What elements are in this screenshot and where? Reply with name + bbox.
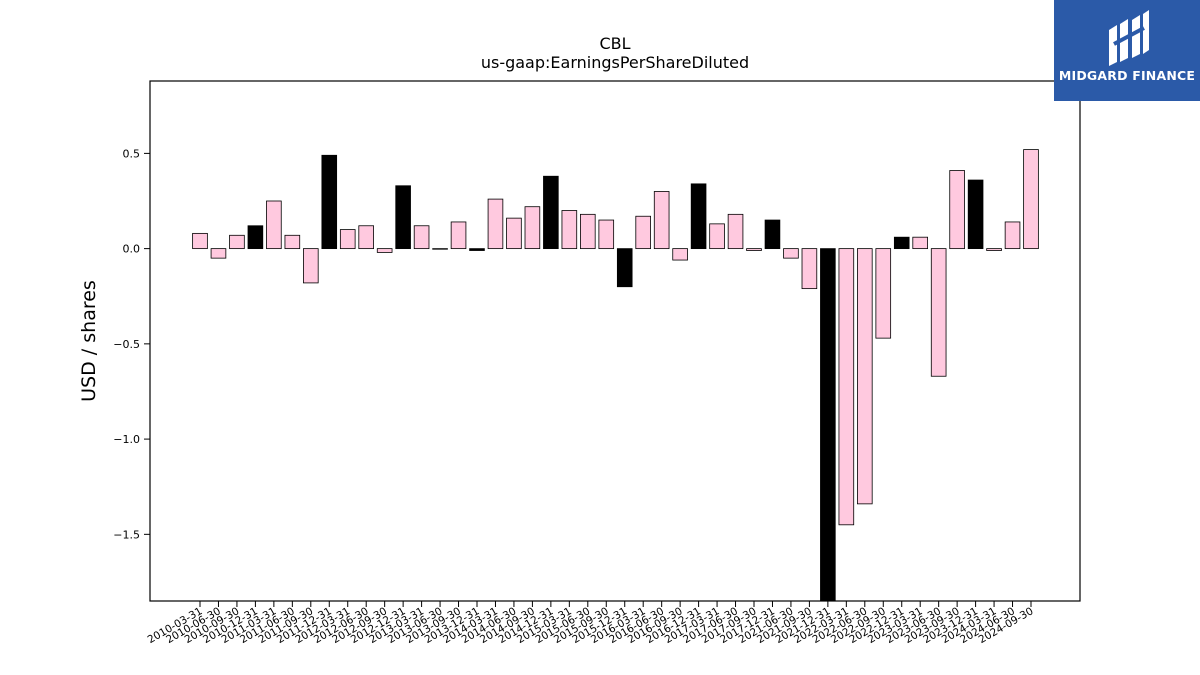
bar-2013-03-31 (413, 225, 430, 250)
chart-title: CBL (599, 34, 630, 53)
bar-2011-06-30 (284, 234, 301, 250)
bar-2021-09-30 (801, 248, 818, 290)
bar-2024-09-30 (1023, 149, 1039, 250)
bar-2012-12-31 (395, 185, 411, 250)
bar-2010-06-30 (210, 248, 227, 259)
plot-frame (149, 80, 1081, 602)
bar-2021-12-31 (820, 248, 836, 602)
y-tick-label: −1.5 (113, 528, 140, 541)
bar-2015-12-31 (616, 248, 633, 288)
bar-2021-06-30 (783, 248, 799, 259)
bar-2011-09-30 (303, 248, 319, 284)
y-ticks-group: 0.5 0.0 −0.5 −1.0 −1.5 (113, 147, 150, 541)
bar-2014-03-31 (487, 198, 504, 250)
bar-2014-09-30 (524, 206, 541, 250)
bar-2013-06-30 (432, 248, 448, 250)
bar-2010-03-31 (192, 232, 208, 250)
bar-2013-09-30 (450, 221, 467, 250)
bar-2012-03-31 (339, 229, 356, 250)
bar-2015-09-30 (598, 219, 615, 250)
bar-2011-12-31 (321, 154, 338, 250)
y-tick-label: 0.0 (123, 243, 141, 256)
midgard-finance-logo: MIDGARD FINANCE (1054, 0, 1200, 101)
bars-group (192, 149, 1039, 602)
bar-2017-09-30 (746, 248, 762, 251)
bar-2011-03-31 (266, 200, 282, 250)
bar-2022-12-31 (893, 236, 910, 250)
bar-2017-06-30 (727, 213, 744, 250)
chart-subtitle: us-gaap:EarningsPerShareDiluted (481, 53, 749, 72)
bar-2015-06-30 (580, 213, 596, 250)
bar-2016-12-31 (690, 183, 707, 250)
midgard-logo-icon (1109, 10, 1149, 66)
bar-2014-12-31 (543, 175, 559, 250)
bar-2016-09-30 (672, 248, 688, 261)
bar-2022-03-31 (838, 248, 855, 526)
bar-2024-06-30 (1004, 221, 1021, 250)
bar-2014-06-30 (506, 217, 522, 250)
bar-2015-03-31 (561, 210, 578, 250)
y-tick-label: −1.0 (113, 433, 140, 446)
bar-2023-06-30 (930, 248, 947, 377)
bar-2024-03-31 (986, 248, 1002, 251)
bar-2010-09-30 (229, 234, 245, 250)
y-tick-label: −0.5 (113, 338, 140, 351)
bar-2010-12-31 (247, 225, 264, 250)
bar-2012-09-30 (376, 248, 393, 253)
logo-text: MIDGARD FINANCE (1058, 68, 1196, 83)
bar-2022-09-30 (875, 248, 892, 339)
bar-2012-06-30 (358, 225, 374, 250)
bar-2022-06-30 (857, 248, 873, 505)
bar-2013-12-31 (469, 248, 485, 251)
bar-2017-03-31 (709, 223, 725, 250)
bar-2023-09-30 (949, 170, 965, 250)
bar-2016-03-31 (635, 215, 651, 250)
bar-2017-12-31 (764, 219, 781, 250)
bar-2016-06-30 (653, 191, 670, 250)
y-tick-label: 0.5 (123, 147, 141, 160)
bar-2023-12-31 (967, 179, 984, 250)
bar-2023-03-31 (912, 236, 928, 250)
y-axis-label: USD / shares (78, 280, 100, 402)
x-ticks-group: 2010-03-312010-06-302010-09-302010-12-31… (146, 601, 1036, 646)
